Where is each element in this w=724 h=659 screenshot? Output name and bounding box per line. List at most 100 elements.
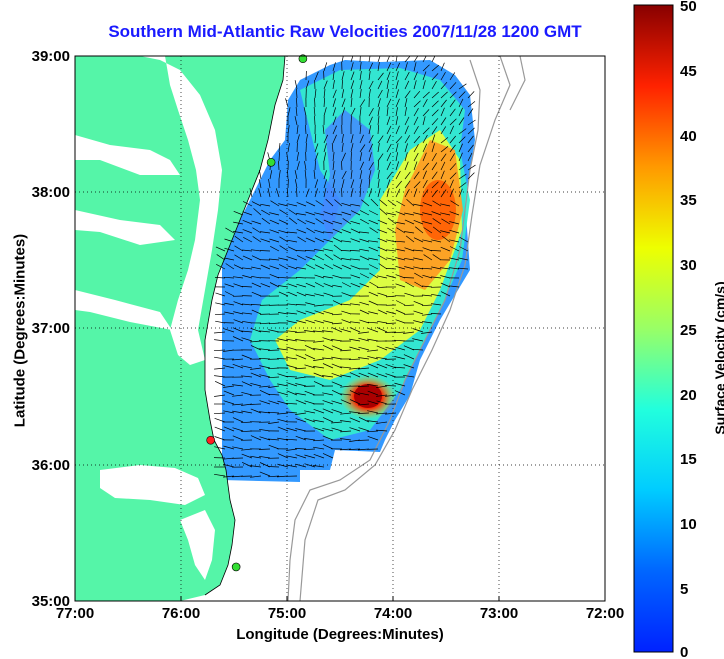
velocity-arrow xyxy=(440,170,445,180)
velocity-arrow xyxy=(359,301,370,306)
velocity-arrow xyxy=(358,427,370,432)
velocity-arrow xyxy=(241,410,253,414)
velocity-arrow xyxy=(349,346,361,351)
velocity-arrow xyxy=(331,327,343,333)
velocity-arrow xyxy=(323,211,334,216)
velocity-arrow xyxy=(413,212,424,216)
velocity-arrow xyxy=(403,331,415,334)
velocity-arrow xyxy=(368,80,374,90)
velocity-arrow xyxy=(252,236,262,243)
velocity-arrow xyxy=(395,125,400,135)
velocity-arrow xyxy=(413,161,418,171)
velocity-arrow xyxy=(297,236,307,243)
velocity-arrow xyxy=(268,385,280,388)
velocity-arrow xyxy=(287,143,290,153)
velocity-arrow xyxy=(358,372,370,378)
velocity-arrow xyxy=(376,394,388,397)
velocity-arrow xyxy=(349,250,361,252)
velocity-arrow xyxy=(251,201,262,207)
velocity-arrow xyxy=(467,172,475,180)
velocity-arrow xyxy=(377,116,380,126)
colorbar-tick-label: 20 xyxy=(680,387,697,404)
velocity-arrow xyxy=(357,439,370,441)
velocity-arrow xyxy=(214,436,226,441)
velocity-arrow xyxy=(259,348,271,351)
velocity-arrow xyxy=(386,125,392,135)
velocity-arrow xyxy=(350,258,361,261)
velocity-arrow xyxy=(243,236,253,243)
velocity-arrow xyxy=(395,107,398,117)
velocity-arrow xyxy=(294,179,298,189)
velocity-arrow xyxy=(431,64,440,72)
velocity-arrow xyxy=(304,169,307,180)
velocity-arrow xyxy=(304,418,316,423)
velocity-arrow xyxy=(377,98,381,108)
velocity-arrow xyxy=(349,427,361,432)
velocity-arrow xyxy=(359,231,370,234)
velocity-arrow xyxy=(385,373,397,378)
velocity-arrow xyxy=(432,254,442,261)
velocity-arrow xyxy=(287,125,290,135)
velocity-arrow xyxy=(251,249,262,252)
velocity-arrow xyxy=(323,248,334,252)
velocity-arrow xyxy=(421,267,433,270)
velocity-arrow xyxy=(295,428,307,432)
velocity-arrow xyxy=(305,80,310,90)
velocity-arrow xyxy=(422,109,430,117)
velocity-arrow xyxy=(287,256,298,261)
velocity-arrow xyxy=(395,211,406,216)
colorbar-tick-label: 25 xyxy=(680,322,697,339)
velocity-arrow xyxy=(403,374,415,378)
velocity-arrow xyxy=(250,327,262,333)
velocity-arrow xyxy=(377,72,384,81)
velocity-arrow xyxy=(413,300,424,306)
velocity-arrow xyxy=(413,71,418,81)
velocity-arrow xyxy=(223,445,235,450)
velocity-arrow xyxy=(341,98,346,108)
velocity-arrow xyxy=(395,319,406,324)
velocity-arrow xyxy=(233,276,244,279)
velocity-arrow xyxy=(431,91,439,99)
y-tick-label: 37:00 xyxy=(32,320,70,337)
velocity-arrow xyxy=(313,465,325,468)
velocity-arrow xyxy=(340,303,352,306)
velocity-arrow xyxy=(440,189,447,198)
velocity-arrow xyxy=(395,136,403,144)
velocity-arrow xyxy=(332,98,336,108)
velocity-arrow xyxy=(440,203,451,207)
velocity-arrow xyxy=(241,303,253,306)
velocity-arrow xyxy=(314,89,317,99)
velocity-arrow xyxy=(413,219,424,225)
velocity-arrow xyxy=(224,302,235,306)
y-tick-label: 35:00 xyxy=(32,593,70,610)
velocity-arrow xyxy=(350,62,354,72)
velocity-arrow xyxy=(287,265,298,270)
velocity-arrow xyxy=(214,313,226,316)
velocity-arrow xyxy=(340,438,352,441)
velocity-arrow xyxy=(449,91,457,99)
velocity-arrow xyxy=(377,237,388,243)
velocity-arrow xyxy=(259,330,271,333)
velocity-arrow xyxy=(440,72,446,81)
velocity-arrow xyxy=(260,238,271,243)
velocity-arrow xyxy=(384,331,397,333)
velocity-arrow xyxy=(359,89,362,99)
velocity-arrow xyxy=(404,107,407,117)
velocity-arrow xyxy=(295,106,298,117)
velocity-arrow xyxy=(340,250,352,252)
velocity-arrow xyxy=(431,293,442,297)
velocity-arrow xyxy=(314,212,325,216)
velocity-arrow xyxy=(413,116,419,126)
velocity-arrow xyxy=(304,438,316,441)
velocity-arrow xyxy=(295,392,307,396)
velocity-arrow xyxy=(295,463,307,468)
velocity-arrow xyxy=(332,274,343,279)
velocity-arrow xyxy=(214,367,226,370)
velocity-arrow xyxy=(313,453,325,459)
velocity-arrow xyxy=(322,453,334,459)
velocity-arrow xyxy=(413,310,424,315)
velocity-arrow xyxy=(342,218,352,225)
velocity-arrow xyxy=(223,365,235,369)
velocity-arrow xyxy=(241,286,253,288)
velocity-arrow xyxy=(313,427,325,432)
